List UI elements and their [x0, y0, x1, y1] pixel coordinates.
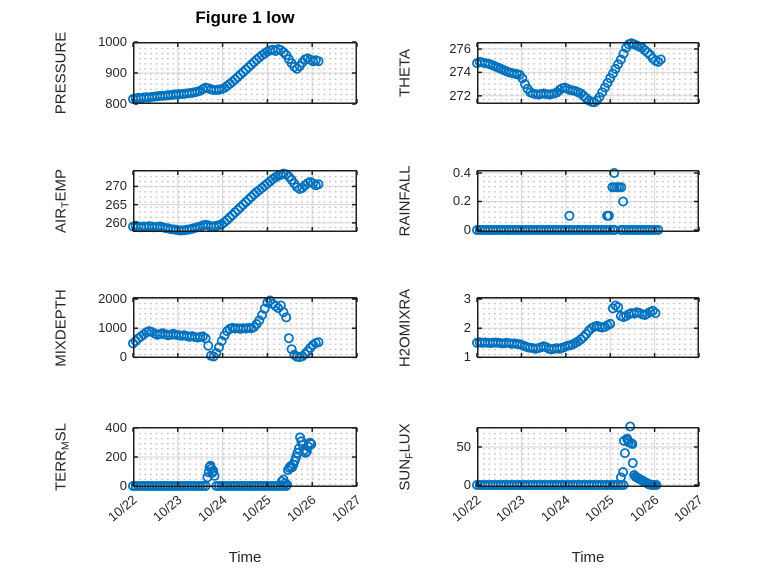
- scatter-points: [472, 168, 664, 236]
- y-axis-label-PRESSURE: PRESSURE: [53, 32, 70, 115]
- y-tick-label: 0.4: [452, 164, 471, 180]
- y-tick-label: 1: [463, 349, 471, 365]
- y-axis-label-subscript: T: [59, 201, 72, 208]
- axes-frame: [476, 427, 700, 487]
- y-axis-label-THETA: THETA: [397, 49, 414, 97]
- y-axis-label-text: LUX: [396, 423, 414, 453]
- x-tick-label: 10/23: [149, 492, 185, 525]
- scatter-points: [472, 421, 662, 491]
- subplot-MIXDEPTH: [128, 295, 358, 363]
- y-axis-label-text: H2OMIXRA: [396, 288, 414, 367]
- subplot-THETA: [472, 38, 700, 108]
- major-grid: [134, 428, 356, 486]
- x-tick-label: 10/27: [329, 492, 364, 525]
- x-tick-label: 10/22: [449, 492, 484, 525]
- axes-frame: [132, 41, 358, 105]
- y-axis-label-subscript: F: [403, 452, 416, 459]
- x-axis-title-right: Time: [571, 549, 605, 566]
- y-axis-label-text: SUN: [396, 458, 414, 491]
- y-axis-label-text: THETA: [396, 48, 414, 98]
- y-tick-label: 400: [105, 420, 127, 435]
- y-tick-label: 2000: [98, 291, 127, 307]
- major-grid: [478, 171, 698, 231]
- scatter-points: [128, 168, 324, 236]
- y-tick-label: 0: [119, 349, 127, 365]
- y-tick-label: 270: [105, 178, 127, 194]
- x-tick-label: 10/23: [493, 492, 529, 525]
- y-axis-label-TERR_MSL: TERRMSL: [52, 423, 72, 491]
- y-axis-label-text: RAINFALL: [396, 165, 414, 237]
- axes-frame: [476, 42, 700, 104]
- subplot-TERR_MSL: [128, 427, 358, 492]
- x-tick-label: 10/27: [671, 492, 706, 525]
- y-axis-label-text: EMP: [52, 169, 70, 202]
- subplot-RAINFALL: [472, 168, 700, 236]
- y-tick-label: 0: [463, 222, 471, 237]
- y-tick-label: 900: [105, 65, 127, 80]
- x-axis-title-left: Time: [228, 549, 262, 566]
- y-axis-label-text: MIXDEPTH: [52, 288, 70, 367]
- scatter-points: [128, 432, 317, 492]
- y-axis-label-RAINFALL: RAINFALL: [397, 166, 414, 237]
- x-tick-label: 10/26: [284, 492, 319, 525]
- y-axis-label-text: TERR: [52, 450, 70, 491]
- y-tick-label: 274: [449, 64, 471, 80]
- y-tick-label: 1000: [98, 34, 127, 49]
- major-grid: [478, 428, 698, 486]
- y-axis-label-text: AIR: [52, 207, 70, 233]
- x-tick-label: 10/25: [239, 492, 275, 525]
- y-tick-label: 272: [449, 87, 471, 103]
- subplot-H2OMIXRA: [472, 297, 700, 359]
- y-tick-label: 260: [105, 214, 127, 230]
- x-tick-label: 10/24: [194, 492, 230, 525]
- y-axis-label-text: SL: [52, 423, 70, 442]
- axes-frame: [132, 170, 358, 232]
- x-tick-label: 10/22: [105, 492, 140, 525]
- x-tick-label: 10/25: [582, 492, 617, 525]
- scatter-points: [128, 295, 324, 363]
- y-tick-label: 0: [119, 477, 127, 493]
- y-axis-label-MIXDEPTH: MIXDEPTH: [53, 289, 70, 367]
- y-tick-label: 0.2: [452, 193, 471, 209]
- y-tick-label: 2: [463, 320, 471, 336]
- y-tick-label: 50: [456, 439, 471, 454]
- y-tick-label: 0: [463, 477, 471, 493]
- y-tick-label: 800: [105, 96, 127, 111]
- y-tick-label: 1000: [98, 320, 127, 336]
- scatter-points: [128, 44, 324, 105]
- major-grid: [134, 171, 356, 231]
- x-tick-label: 10/24: [537, 492, 573, 525]
- y-tick-label: 3: [463, 291, 471, 307]
- subplot-PRESSURE: [128, 41, 358, 105]
- axes-frame: [476, 170, 700, 232]
- y-axis-label-AIR_TEMP: AIRTEMP: [52, 169, 72, 233]
- axes-frame: [132, 297, 358, 359]
- y-tick-label: 276: [449, 41, 471, 57]
- scatter-points: [472, 300, 661, 355]
- y-tick-label: 265: [105, 196, 127, 212]
- y-tick-label: 200: [105, 449, 127, 464]
- y-axis-label-SUN_FLUX: SUNFLUX: [396, 423, 416, 491]
- y-axis-label-text: PRESSURE: [52, 31, 70, 115]
- y-axis-label-subscript: M: [59, 441, 72, 451]
- scatter-points: [472, 38, 666, 108]
- minor-grid-SUN_FLUX: [479, 429, 697, 485]
- axes-frame: [132, 427, 358, 487]
- y-axis-label-H2OMIXRA: H2OMIXRA: [397, 288, 414, 366]
- subplot-SUN_FLUX: [472, 421, 700, 491]
- axes-frame: [476, 297, 700, 359]
- figure-title: Figure 1 low: [195, 8, 295, 27]
- x-tick-label: 10/26: [626, 492, 662, 525]
- subplot-AIR_TEMP: [128, 168, 358, 236]
